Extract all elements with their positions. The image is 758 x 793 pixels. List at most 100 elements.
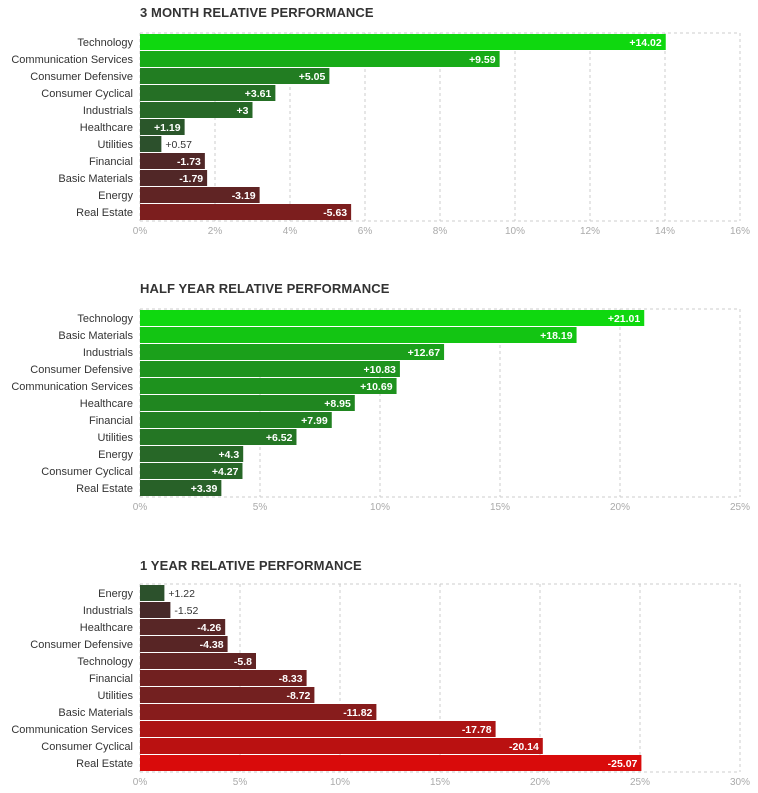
- bar: [140, 721, 496, 737]
- bar: [140, 704, 377, 720]
- category-label: Energy: [98, 588, 133, 600]
- bar: [140, 310, 645, 326]
- category-label: Communication Services: [11, 54, 133, 66]
- category-label: Consumer Cyclical: [41, 741, 133, 753]
- category-label: Utilities: [98, 690, 134, 702]
- category-label: Real Estate: [76, 207, 133, 219]
- value-label: +1.19: [154, 122, 181, 134]
- bar: [140, 51, 500, 67]
- x-tick-label: 20%: [530, 777, 550, 788]
- value-label: -8.33: [279, 673, 303, 685]
- value-label: -1.79: [179, 173, 203, 185]
- value-label: -20.14: [509, 741, 539, 753]
- category-label: Communication Services: [11, 724, 133, 736]
- category-label: Utilities: [98, 139, 134, 151]
- bar: [140, 480, 222, 496]
- value-label: +7.99: [301, 415, 328, 427]
- x-tick-label: 14%: [655, 226, 675, 237]
- bar: [140, 119, 185, 135]
- category-label: Industrials: [83, 347, 134, 359]
- category-label: Energy: [98, 190, 133, 202]
- bar: [140, 204, 352, 220]
- bar: [140, 463, 243, 479]
- x-tick-label: 12%: [580, 226, 600, 237]
- value-label: +8.95: [324, 398, 351, 410]
- chart-plot: 0% 5% 10% 15% 20% 25% 30% Energy +1.22 Industrial…: [11, 583, 750, 788]
- x-tick-label: 15%: [490, 502, 510, 513]
- bar: [140, 85, 276, 101]
- value-label: +4.3: [218, 449, 239, 461]
- x-tick-label: 0%: [133, 226, 148, 237]
- x-tick-label: 6%: [358, 226, 373, 237]
- category-label: Financial: [89, 415, 133, 427]
- bar: [140, 619, 226, 635]
- chart-1-year: 1 YEAR RELATIVE PERFORMANCE 0% 5% 10% 15% 20…: [0, 553, 758, 793]
- value-label: -4.26: [197, 622, 221, 634]
- bar: [140, 687, 315, 703]
- bar: [140, 344, 445, 360]
- x-tick-label: 5%: [233, 777, 248, 788]
- bar: [140, 755, 642, 771]
- category-label: Healthcare: [80, 122, 133, 134]
- bar: [140, 34, 666, 50]
- category-label: Energy: [98, 449, 133, 461]
- category-label: Basic Materials: [58, 173, 133, 185]
- x-tick-label: 0%: [133, 502, 148, 513]
- bar: [140, 378, 397, 394]
- value-label: +1.22: [168, 588, 195, 600]
- category-label: Consumer Defensive: [30, 71, 133, 83]
- x-tick-label: 25%: [730, 502, 750, 513]
- bar: [140, 395, 355, 411]
- bar: [140, 187, 260, 203]
- category-label: Basic Materials: [58, 330, 133, 342]
- value-label: +3.39: [191, 483, 218, 495]
- category-label: Financial: [89, 156, 133, 168]
- value-label: -1.52: [174, 605, 198, 617]
- value-label: +18.19: [540, 330, 573, 342]
- bar: [140, 327, 577, 343]
- category-label: Technology: [77, 656, 133, 668]
- chart-title: 3 MONTH RELATIVE PERFORMANCE: [140, 5, 374, 20]
- value-label: -11.82: [343, 707, 372, 719]
- value-label: -25.07: [608, 758, 638, 770]
- bar: [140, 738, 543, 754]
- x-tick-label: 20%: [610, 502, 630, 513]
- bar: [140, 602, 171, 618]
- category-label: Technology: [77, 37, 133, 49]
- bar: [140, 68, 330, 84]
- category-label: Industrials: [83, 105, 134, 117]
- value-label: -8.72: [286, 690, 310, 702]
- value-label: +3.61: [245, 88, 272, 100]
- value-label: +0.57: [165, 139, 192, 151]
- x-tick-label: 8%: [433, 226, 448, 237]
- bar: [140, 446, 244, 462]
- bar: [140, 170, 208, 186]
- chart-plot: 0% 5% 10% 15% 20% 25% Technology +21.01 Basic Ma…: [11, 308, 750, 513]
- x-tick-label: 0%: [133, 777, 148, 788]
- value-label: +12.67: [408, 347, 441, 359]
- bar: [140, 636, 228, 652]
- chart-3-month: 3 MONTH RELATIVE PERFORMANCE 0% 2% 4% 6% 8% 1…: [0, 0, 758, 240]
- bar: [140, 102, 253, 118]
- value-label: -17.78: [462, 724, 492, 736]
- chart-title: HALF YEAR RELATIVE PERFORMANCE: [140, 281, 390, 296]
- x-tick-label: 5%: [253, 502, 268, 513]
- bar: [140, 670, 307, 686]
- bar: [140, 136, 162, 152]
- x-tick-label: 10%: [330, 777, 350, 788]
- x-tick-label: 15%: [430, 777, 450, 788]
- value-label: +21.01: [608, 313, 641, 325]
- category-label: Consumer Defensive: [30, 364, 133, 376]
- x-tick-label: 16%: [730, 226, 750, 237]
- category-label: Real Estate: [76, 758, 133, 770]
- value-label: -4.38: [200, 639, 224, 651]
- value-label: +5.05: [299, 71, 326, 83]
- category-label: Healthcare: [80, 398, 133, 410]
- category-label: Financial: [89, 673, 133, 685]
- value-label: +3: [237, 105, 249, 117]
- category-label: Industrials: [83, 605, 134, 617]
- x-tick-label: 2%: [208, 226, 223, 237]
- value-label: +14.02: [629, 37, 662, 49]
- category-label: Communication Services: [11, 381, 133, 393]
- category-label: Real Estate: [76, 483, 133, 495]
